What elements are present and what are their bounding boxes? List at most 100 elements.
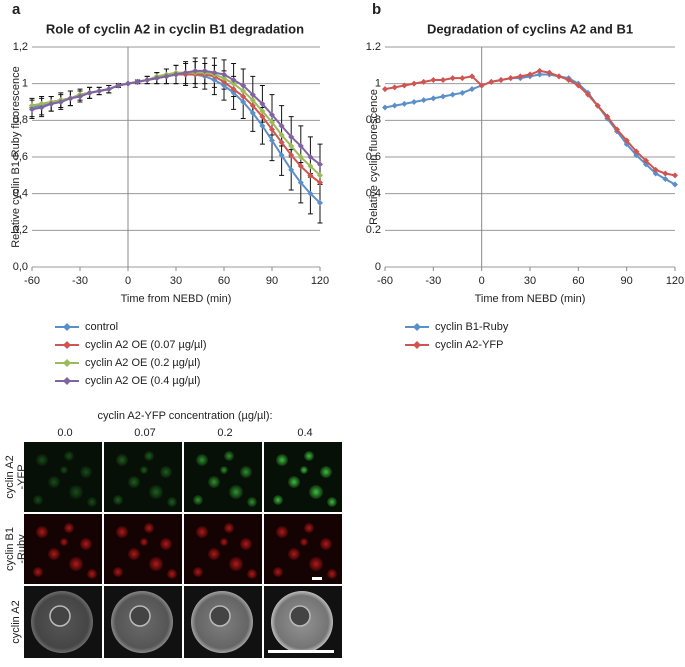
nucleus-yfp (304, 451, 314, 461)
legend-label: control (85, 321, 118, 333)
nucleus-ruby (196, 526, 208, 538)
nucleus-yfp (327, 497, 337, 507)
nucleus (289, 605, 311, 627)
nucleus-ruby (33, 567, 43, 577)
x-tick-label: 120 (666, 275, 684, 287)
data-point (249, 110, 256, 116)
data-point (288, 152, 295, 159)
legend-marker (413, 323, 421, 331)
nucleus-yfp (300, 466, 308, 474)
y-tick-label: 1.2 (366, 41, 381, 53)
data-point (546, 69, 553, 76)
nucleus-ruby (87, 569, 97, 579)
y-tick-label: 0,6 (13, 151, 28, 163)
data-point (449, 91, 456, 98)
data-point (297, 179, 304, 186)
nucleus-yfp (69, 485, 83, 499)
legend-marker (413, 341, 421, 349)
column-label: 0.2 (217, 427, 232, 439)
row-label-line: cyclin A2 (10, 600, 22, 643)
legend-marker (63, 323, 71, 331)
nucleus-yfp (273, 495, 283, 505)
nucleus-yfp (33, 495, 43, 505)
y-tick-label: 1 (22, 78, 28, 90)
data-point (614, 126, 620, 133)
y-axis-label: Relative cyclin B1-Ruby fluorescence (10, 66, 22, 248)
data-point (211, 77, 218, 83)
data-point (249, 102, 256, 109)
nucleus-yfp (193, 495, 203, 505)
data-point (240, 99, 247, 105)
data-point (517, 73, 524, 80)
nucleus-ruby (300, 538, 308, 546)
data-point (297, 143, 304, 149)
y-tick-label: 0.2 (366, 224, 381, 236)
data-point (240, 82, 247, 89)
x-tick-label: 0 (125, 275, 131, 287)
chart-title: Degradation of cyclins A2 and B1 (427, 21, 633, 36)
image-title: cyclin A2-YFP concentration (µg/µl): (97, 410, 272, 422)
data-point (420, 97, 427, 104)
nucleus-yfp (167, 497, 177, 507)
nucleus-yfp (196, 454, 208, 466)
x-tick-label: 90 (621, 275, 633, 287)
nucleus-ruby (193, 567, 203, 577)
data-point (249, 97, 256, 104)
y-tick-label: 0,0 (13, 261, 28, 273)
nucleus-yfp (144, 451, 154, 461)
y-tick-label: 0.6 (366, 151, 381, 163)
data-point (317, 161, 323, 168)
data-point (469, 73, 475, 80)
data-point (672, 181, 678, 188)
data-point (269, 111, 275, 118)
data-point (269, 137, 275, 144)
data-point (288, 133, 295, 140)
nucleus-yfp (48, 476, 60, 488)
data-point (96, 88, 103, 94)
data-point (153, 75, 160, 82)
data-point (182, 69, 189, 76)
legend-marker (63, 359, 71, 367)
nucleus-ruby (113, 567, 123, 577)
legend-label: cyclin B1-Ruby (435, 321, 509, 333)
chart-title: Role of cyclin A2 in cyclin B1 degradati… (46, 21, 304, 36)
y-tick-label: 0.8 (366, 114, 381, 126)
x-axis-label: Time from NEBD (min) (121, 293, 232, 305)
x-tick-label: -60 (24, 275, 40, 287)
data-point (652, 170, 659, 177)
nucleus-ruby (309, 557, 323, 571)
legend-marker (63, 377, 71, 385)
series-line (384, 69, 676, 177)
nucleus-ruby (149, 557, 163, 571)
y-tick-label: 0 (375, 261, 381, 273)
nucleus-ruby (229, 557, 243, 571)
scale-bar (312, 577, 322, 580)
scale-bar (268, 650, 334, 653)
data-point (643, 157, 649, 164)
data-point (307, 190, 314, 197)
nucleus-yfp (60, 466, 68, 474)
data-point (652, 166, 659, 173)
data-point (105, 86, 112, 93)
data-point (249, 91, 256, 98)
data-point (221, 78, 227, 85)
data-point (297, 163, 304, 170)
data-point (269, 119, 275, 126)
data-point (633, 148, 640, 155)
data-point (307, 172, 314, 179)
nucleus-yfp (224, 451, 234, 461)
data-point (288, 166, 295, 173)
nucleus-ruby (276, 526, 288, 538)
legend-label: cyclin A2 OE (0.2 µg/µl) (85, 357, 200, 369)
nucleus-ruby (144, 523, 154, 533)
row-label-line: cyclin A2 (4, 455, 16, 498)
data-point (297, 154, 304, 160)
nucleus-yfp (288, 476, 300, 488)
nucleus-yfp (276, 454, 288, 466)
nucleus-ruby (224, 523, 234, 533)
x-tick-label: -60 (377, 275, 393, 287)
data-point (662, 176, 669, 182)
data-point (565, 77, 572, 83)
data-point (411, 99, 417, 105)
data-point (307, 154, 314, 160)
